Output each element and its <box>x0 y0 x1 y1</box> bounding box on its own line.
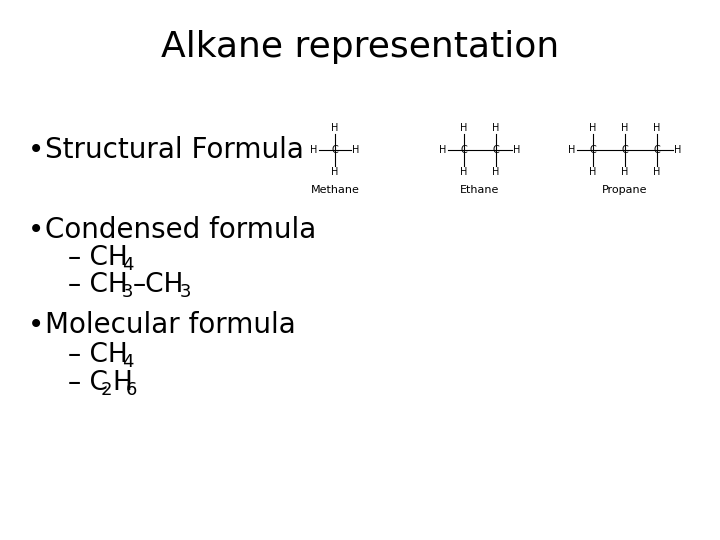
Text: H: H <box>439 145 446 155</box>
Text: 3: 3 <box>122 283 133 301</box>
Text: H: H <box>653 123 661 133</box>
Text: Propane: Propane <box>602 185 648 195</box>
Text: Structural Formula: Structural Formula <box>45 136 304 164</box>
Text: –CH: –CH <box>133 272 184 298</box>
Text: 3: 3 <box>180 283 192 301</box>
Text: H: H <box>492 167 500 177</box>
Text: – CH: – CH <box>68 342 127 368</box>
Text: Methane: Methane <box>310 185 359 195</box>
Text: – CH: – CH <box>68 245 127 271</box>
Text: C: C <box>590 145 596 155</box>
Text: H: H <box>589 167 597 177</box>
Text: C: C <box>492 145 500 155</box>
Text: H: H <box>112 370 132 396</box>
Text: H: H <box>675 145 682 155</box>
Text: Molecular formula: Molecular formula <box>45 311 296 339</box>
Text: H: H <box>492 123 500 133</box>
Text: H: H <box>589 123 597 133</box>
Text: C: C <box>621 145 629 155</box>
Text: •: • <box>28 136 44 164</box>
Text: •: • <box>28 311 44 339</box>
Text: H: H <box>460 123 468 133</box>
Text: H: H <box>331 167 338 177</box>
Text: Alkane representation: Alkane representation <box>161 30 559 64</box>
Text: – CH: – CH <box>68 272 127 298</box>
Text: 2: 2 <box>101 381 112 399</box>
Text: H: H <box>653 167 661 177</box>
Text: – C: – C <box>68 370 108 396</box>
Text: Condensed formula: Condensed formula <box>45 216 316 244</box>
Text: H: H <box>621 123 629 133</box>
Text: H: H <box>513 145 521 155</box>
Text: H: H <box>352 145 360 155</box>
Text: 4: 4 <box>122 353 133 371</box>
Text: H: H <box>568 145 576 155</box>
Text: H: H <box>621 167 629 177</box>
Text: C: C <box>654 145 660 155</box>
Text: H: H <box>460 167 468 177</box>
Text: 4: 4 <box>122 256 133 274</box>
Text: H: H <box>331 123 338 133</box>
Text: 6: 6 <box>126 381 138 399</box>
Text: C: C <box>461 145 467 155</box>
Text: Ethane: Ethane <box>460 185 500 195</box>
Text: •: • <box>28 216 44 244</box>
Text: H: H <box>310 145 318 155</box>
Text: C: C <box>332 145 338 155</box>
